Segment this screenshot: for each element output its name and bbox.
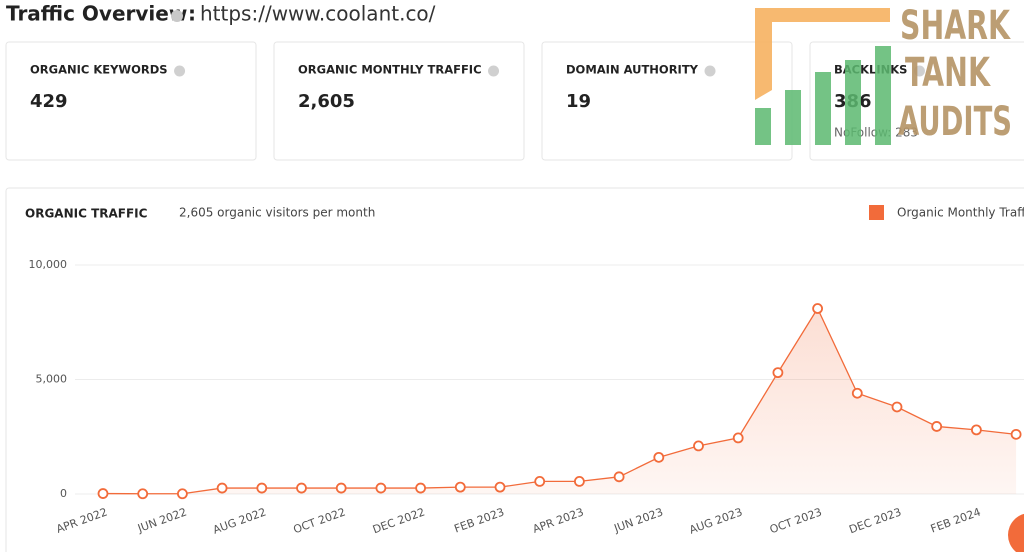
y-tick-label: 5,000 xyxy=(36,373,68,386)
point xyxy=(97,488,109,499)
logo-bar xyxy=(785,90,801,145)
point xyxy=(494,481,506,493)
point xyxy=(574,476,585,487)
point xyxy=(971,424,982,436)
point xyxy=(534,476,546,487)
point xyxy=(891,401,903,413)
page-title: Traffic Overview xyxy=(6,2,187,26)
point xyxy=(296,482,307,494)
info-icon[interactable] xyxy=(174,65,186,77)
logo-text: TANK xyxy=(905,50,991,96)
logo-bar xyxy=(815,72,831,145)
chart-title: ORGANIC TRAFFIC xyxy=(25,207,148,221)
point xyxy=(335,482,347,494)
point xyxy=(1010,428,1022,440)
logo-bar xyxy=(755,108,771,145)
y-tick-label: 0 xyxy=(60,487,67,500)
point xyxy=(415,482,427,494)
point xyxy=(613,471,625,483)
cards: ORGANIC KEYWORDS 429 ORGANIC MONTHLY TRAFF… xyxy=(5,41,1024,161)
card-value: 19 xyxy=(566,91,591,112)
chart-panel xyxy=(5,187,1024,552)
info-icon[interactable] xyxy=(913,65,925,77)
url: https://www.coolant.co/ xyxy=(200,2,436,26)
point xyxy=(693,440,704,452)
logo-bracket xyxy=(755,8,890,100)
point xyxy=(137,488,149,500)
info-icon[interactable] xyxy=(488,65,500,77)
line xyxy=(102,307,1017,495)
separator: : xyxy=(188,2,196,26)
logo-bar xyxy=(845,60,861,145)
card-label: DOMAIN AUTHORITY xyxy=(566,63,699,77)
area xyxy=(103,308,1017,494)
logo-text: AUDITS xyxy=(898,99,1012,145)
card-label: ORGANIC KEYWORDS xyxy=(30,63,168,77)
card-label: ORGANIC MONTHLY TRAFFIC xyxy=(298,63,482,77)
legend-swatch xyxy=(869,205,884,220)
chart-subtitle: 2,605 organic visitors per month xyxy=(179,206,375,220)
legend-label: Organic Monthly Traffic xyxy=(897,206,1024,220)
chat-button[interactable] xyxy=(1008,513,1024,552)
point xyxy=(216,482,228,494)
point xyxy=(851,387,863,399)
point xyxy=(375,482,387,494)
logo-bar xyxy=(875,46,891,145)
y-tick-label: 10,000 xyxy=(29,258,68,271)
point xyxy=(931,421,943,432)
point xyxy=(653,451,665,463)
point xyxy=(732,432,744,444)
point xyxy=(256,482,268,494)
info-icon[interactable] xyxy=(171,10,183,22)
card xyxy=(273,41,525,161)
point xyxy=(176,488,188,500)
point xyxy=(812,303,823,314)
info-icon[interactable] xyxy=(704,65,716,77)
card-value: 2,605 xyxy=(298,91,355,112)
card-value: 429 xyxy=(30,91,68,112)
card xyxy=(5,41,257,161)
card xyxy=(809,41,1024,161)
point xyxy=(454,481,466,493)
logo-text: SHARK xyxy=(900,3,1011,49)
point xyxy=(772,367,784,379)
